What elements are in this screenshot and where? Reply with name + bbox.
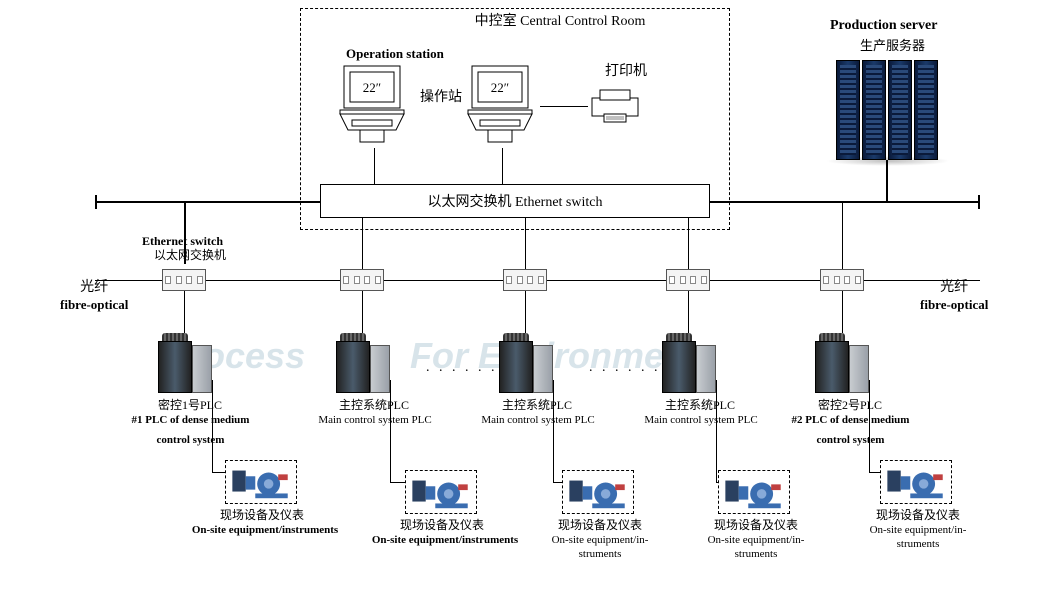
pump-5 [880,460,952,504]
monitor-1: 22″ [338,62,412,148]
plc-2 [336,333,392,393]
fibre-left: 光纤 fibre-optical [60,280,128,312]
plc-2-en: Main control system PLC [300,414,450,427]
mini-switch-4 [666,269,710,291]
plc-3-en: Main control system PLC [463,414,613,427]
plc-1 [158,333,214,393]
ethernet-switch-main-text: 以太网交换机 Ethernet switch [428,191,603,211]
c2-v1 [362,291,363,333]
printer-icon [588,86,646,126]
line-server-bus [886,160,888,202]
control-room-title: 中控室 Central Control Room [430,14,690,31]
plc-4-en: Main control system PLC [626,414,776,427]
monitor-2: 22″ [466,62,540,148]
c3-v1 [525,291,526,333]
server-title-cn: 生产服务器 [860,38,925,54]
plc-1-cn: 密控1号PLC [130,398,250,412]
eq2-cn: 现场设备及仪表 [392,518,492,532]
c2-v2 [390,380,391,482]
fibre-left-cn: 光纤 [60,280,128,297]
c4-v1 [688,291,689,333]
mini-switch-2 [340,269,384,291]
fibre-right-en: fibre-optical [920,297,988,313]
mini-switch-1 [162,269,206,291]
eth-switch-en: Ethernet switch [142,234,223,248]
eq5-cn: 现场设备及仪表 [868,508,968,522]
pump-4 [718,470,790,514]
plc-4 [662,333,718,393]
svg-text:22″: 22″ [363,80,381,95]
mini-switch-3 [503,269,547,291]
eq4-en2: struments [696,548,816,561]
eq3-en1: On-site equipment/in- [540,534,660,547]
plc-5 [815,333,871,393]
eq2-en: On-site equipment/instruments [360,534,530,547]
fibre-left-en: fibre-optical [60,297,128,313]
eq3-cn: 现场设备及仪表 [550,518,650,532]
pump-1 [225,460,297,504]
plc-3-cn: 主控系统PLC [477,398,597,412]
mini-switch-5 [820,269,864,291]
ellipsis-1: . . . . . . [426,360,498,376]
eq5-en2: struments [858,538,978,551]
line-mon2-eth [502,148,503,184]
c4-v2 [716,380,717,482]
bus-cap-l [95,195,97,209]
pump-2 [405,470,477,514]
printer-label: 打印机 [605,64,647,81]
svg-text:22″: 22″ [491,80,509,95]
line-mon1-eth [374,148,375,184]
plc-4-cn: 主控系统PLC [640,398,760,412]
pump-3 [562,470,634,514]
eth-switch-cn: 以太网交换机 [154,248,226,262]
plc-5-cn: 密控2号PLC [790,398,910,412]
bus-cap-r [978,195,980,209]
eq5-en1: On-site equipment/in- [858,524,978,537]
plc-5-en: #2 PLC of dense medium [768,414,933,427]
fibre-right: 光纤 fibre-optical [920,280,988,312]
plc-3 [499,333,555,393]
control-room-title-en: Central Control Room [520,14,645,29]
op-station-cn: 操作站 [420,90,462,107]
server-title-en: Production server [830,18,937,35]
eq1-cn: 现场设备及仪表 [212,508,312,522]
eq4-en1: On-site equipment/in- [696,534,816,547]
eq3-en2: struments [540,548,660,561]
bus-right [710,201,980,203]
line-monitor-printer [540,106,588,107]
c5-v1 [842,291,843,333]
c1-v1 [184,291,185,333]
server-rack [832,54,942,164]
plc-1-en2: control system [108,434,273,447]
bus-left [95,201,320,203]
op-station-en: Operation station [346,46,444,62]
eq4-cn: 现场设备及仪表 [706,518,806,532]
plc-5-en2: control system [768,434,933,447]
ethernet-switch-main: 以太网交换机 Ethernet switch [320,184,710,218]
eq1-en: On-site equipment/instruments [180,524,350,537]
c3-v2 [553,380,554,482]
control-room-title-cn: 中控室 [475,14,517,29]
plc-2-cn: 主控系统PLC [314,398,434,412]
fibre-right-cn: 光纤 [920,280,988,297]
ellipsis-2: . . . . . . [589,360,661,376]
plc-1-en: #1 PLC of dense medium [108,414,273,427]
